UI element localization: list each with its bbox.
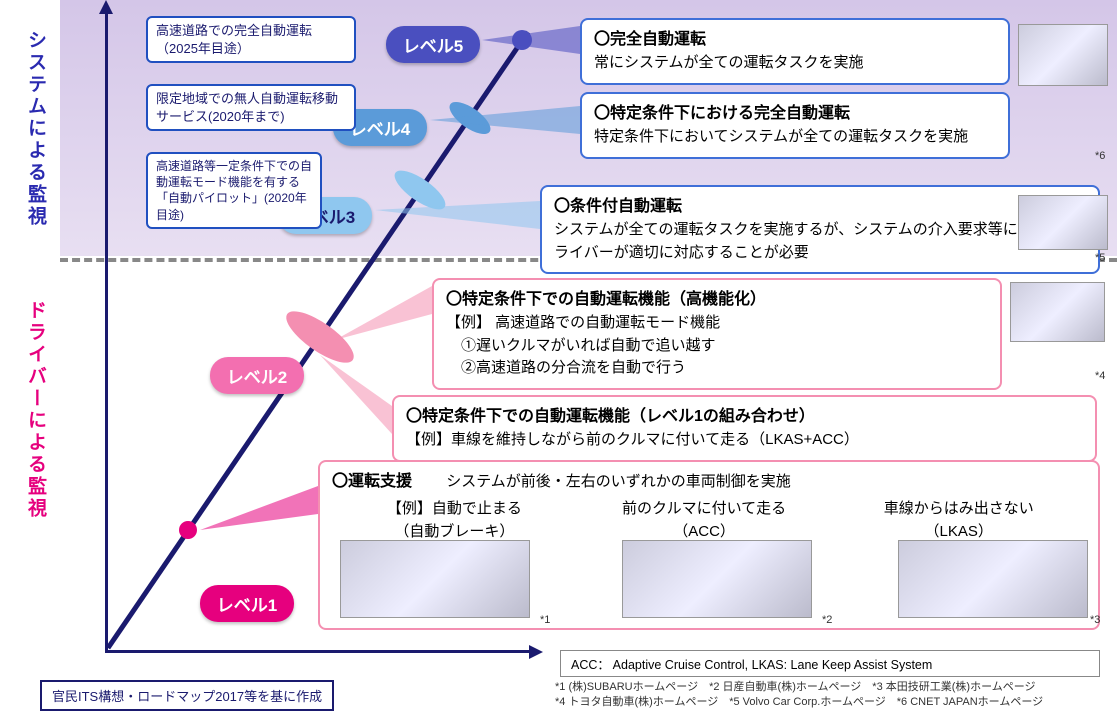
- d1-ex: 【例】自動で止まる: [332, 498, 577, 521]
- axis-y: [105, 8, 108, 652]
- vlabel-top: システムによる監視: [22, 30, 49, 228]
- desc-l5-title: 〇完全自動運転: [594, 28, 996, 52]
- level2-button: レベル2: [210, 357, 304, 394]
- image-placeholder: [898, 540, 1088, 618]
- level5-button: レベル5: [386, 26, 480, 63]
- credits-l1: *1 (株)SUBARUホームページ *2 日産自動車(株)ホームページ *3 …: [555, 680, 1043, 695]
- desc-l1-sub: システムが前後・左右のいずれかの車両制御を実施: [446, 473, 791, 490]
- image-placeholder: [1018, 24, 1108, 86]
- image-caption: *4: [1095, 370, 1105, 382]
- vlabel-bottom: ドライバーによる監視: [22, 300, 49, 520]
- desc-l2b-body: 【例】車線を維持しながら前のクルマに付いて走る（LKAS+ACC）: [406, 429, 1083, 452]
- image-caption: *6: [1095, 150, 1105, 162]
- desc-l2b: 〇特定条件下での自動運転機能（レベル1の組み合わせ） 【例】車線を維持しながら前…: [392, 395, 1097, 462]
- desc-l5: 〇完全自動運転 常にシステムが全ての運転タスクを実施: [580, 18, 1010, 85]
- image-caption: *2: [822, 614, 832, 626]
- image-caption: *1: [540, 614, 550, 626]
- desc-l5-body: 常にシステムが全ての運転タスクを実施: [594, 52, 996, 75]
- callout-l4: 限定地域での無人自動運転移動サービス(2020年まで): [146, 84, 356, 131]
- footer-source: 官民ITS構想・ロードマップ2017等を基に作成: [40, 680, 334, 711]
- desc-l2a: 〇特定条件下での自動運転機能（高機能化） 【例】 高速道路での自動運転モード機能…: [432, 278, 1002, 390]
- d1-c3t: 車線からはみ出さない: [831, 498, 1086, 521]
- credits: *1 (株)SUBARUホームページ *2 日産自動車(株)ホームページ *3 …: [555, 680, 1043, 711]
- desc-l3-body: システムが全ての運転タスクを実施するが、システムの介入要求等に対してドライバーが…: [554, 219, 1086, 264]
- legend: ACC： Adaptive Cruise Control, LKAS: Lane…: [560, 650, 1100, 677]
- desc-l2a-body: 【例】 高速道路での自動運転モード機能 ①遅いクルマがいれば自動で追い越す ②高…: [446, 312, 988, 380]
- image-caption: *3: [1090, 614, 1100, 626]
- desc-l3-title: 〇条件付自動運転: [554, 195, 1086, 219]
- image-placeholder: [622, 540, 812, 618]
- axis-x: [105, 650, 535, 653]
- image-placeholder: [1018, 195, 1108, 250]
- diagram-root: システムによる監視 ドライバーによる監視 レベル1 レベル2 レベル3 レベル4…: [0, 0, 1117, 713]
- callout-l3: 高速道路等一定条件下での自動運転モード機能を有する「自動パイロット」(2020年…: [146, 152, 322, 229]
- image-caption: *5: [1095, 252, 1105, 264]
- desc-l4: 〇特定条件下における完全自動運転 特定条件下においてシステムが全ての運転タスクを…: [580, 92, 1010, 159]
- desc-l4-body: 特定条件下においてシステムが全ての運転タスクを実施: [594, 126, 996, 149]
- desc-l4-title: 〇特定条件下における完全自動運転: [594, 102, 996, 126]
- image-placeholder: [1010, 282, 1105, 342]
- callout-l5: 高速道路での完全自動運転（2025年目途）: [146, 16, 356, 63]
- desc-l2a-title: 〇特定条件下での自動運転機能（高機能化）: [446, 288, 988, 312]
- credits-l2: *4 トヨタ自動車(株)ホームページ *5 Volvo Car Corp.ホーム…: [555, 695, 1043, 710]
- desc-l1-title: 〇運転支援: [332, 473, 412, 490]
- desc-l3: 〇条件付自動運転 システムが全ての運転タスクを実施するが、システムの介入要求等に…: [540, 185, 1100, 274]
- desc-l2b-title: 〇特定条件下での自動運転機能（レベル1の組み合わせ）: [406, 405, 1083, 429]
- image-placeholder: [340, 540, 530, 618]
- d1-c2t: 前のクルマに付いて走る: [577, 498, 832, 521]
- level1-button: レベル1: [200, 585, 294, 622]
